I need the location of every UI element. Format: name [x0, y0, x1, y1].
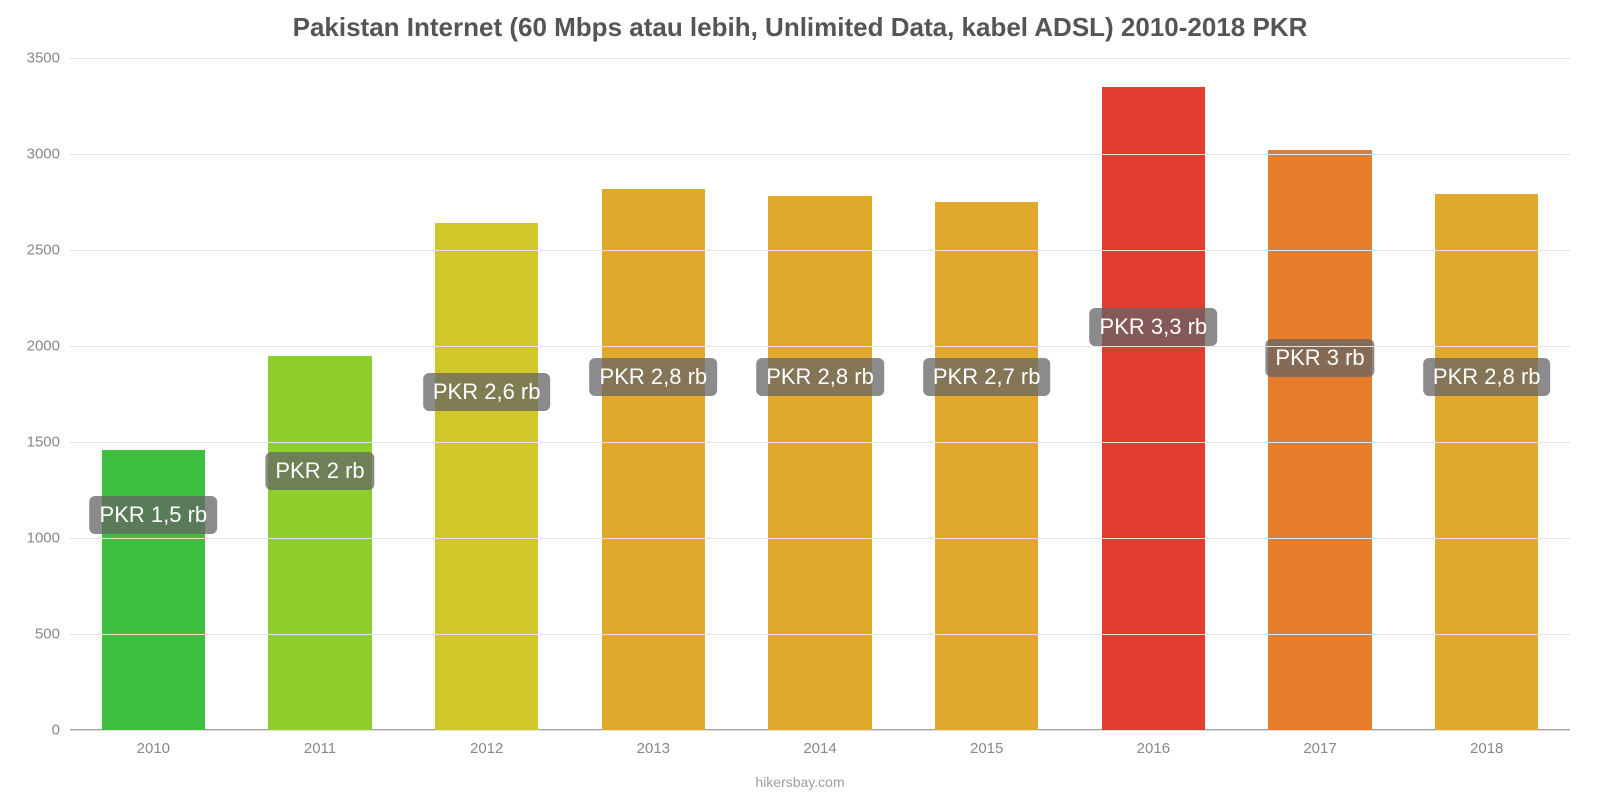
bar	[935, 202, 1038, 730]
ytick-label: 0	[10, 722, 70, 739]
ytick-label: 2000	[10, 338, 70, 355]
bar	[435, 223, 538, 730]
xtick-label: 2016	[1137, 730, 1170, 757]
gridline	[70, 154, 1570, 155]
bar-slot: 2010PKR 1,5 rb	[70, 58, 237, 730]
xtick-label: 2015	[970, 730, 1003, 757]
bars-container: 2010PKR 1,5 rb2011PKR 2 rb2012PKR 2,6 rb…	[70, 58, 1570, 730]
bar	[102, 450, 205, 730]
xtick-label: 2010	[137, 730, 170, 757]
bar-slot: 2015PKR 2,7 rb	[903, 58, 1070, 730]
chart-title: Pakistan Internet (60 Mbps atau lebih, U…	[0, 0, 1600, 43]
bar	[268, 356, 371, 730]
bar-slot: 2018PKR 2,8 rb	[1403, 58, 1570, 730]
bar	[768, 196, 871, 730]
data-label: PKR 2,8 rb	[590, 358, 718, 396]
xtick-label: 2011	[304, 730, 336, 757]
bar	[602, 189, 705, 730]
gridline	[70, 250, 1570, 251]
bar-slot: 2013PKR 2,8 rb	[570, 58, 737, 730]
gridline	[70, 442, 1570, 443]
gridline	[70, 346, 1570, 347]
gridline	[70, 730, 1570, 731]
gridline	[70, 634, 1570, 635]
data-label: PKR 2 rb	[265, 452, 374, 490]
xtick-label: 2013	[637, 730, 670, 757]
data-label: PKR 2,8 rb	[756, 358, 884, 396]
data-label: PKR 2,8 rb	[1423, 358, 1551, 396]
ytick-label: 1500	[10, 434, 70, 451]
bar-slot: 2016PKR 3,3 rb	[1070, 58, 1237, 730]
ytick-label: 3500	[10, 50, 70, 67]
ytick-label: 1000	[10, 530, 70, 547]
xtick-label: 2017	[1303, 730, 1336, 757]
ytick-label: 3000	[10, 146, 70, 163]
ytick-label: 2500	[10, 242, 70, 259]
data-label: PKR 3,3 rb	[1090, 308, 1218, 346]
bar-slot: 2014PKR 2,8 rb	[737, 58, 904, 730]
xtick-label: 2018	[1470, 730, 1503, 757]
data-label: PKR 3 rb	[1265, 339, 1374, 377]
bar-slot: 2012PKR 2,6 rb	[403, 58, 570, 730]
plot-region: 2010PKR 1,5 rb2011PKR 2 rb2012PKR 2,6 rb…	[70, 58, 1570, 730]
bar-slot: 2017PKR 3 rb	[1237, 58, 1404, 730]
data-label: PKR 2,6 rb	[423, 373, 551, 411]
bar	[1435, 194, 1538, 730]
data-label: PKR 1,5 rb	[90, 496, 218, 534]
bar	[1268, 150, 1371, 730]
xtick-label: 2012	[470, 730, 503, 757]
attribution: hikersbay.com	[0, 774, 1600, 790]
xtick-label: 2014	[803, 730, 836, 757]
bar-slot: 2011PKR 2 rb	[237, 58, 404, 730]
chart-area: 2010PKR 1,5 rb2011PKR 2 rb2012PKR 2,6 rb…	[70, 58, 1570, 730]
gridline	[70, 58, 1570, 59]
data-label: PKR 2,7 rb	[923, 358, 1051, 396]
ytick-label: 500	[10, 626, 70, 643]
gridline	[70, 538, 1570, 539]
